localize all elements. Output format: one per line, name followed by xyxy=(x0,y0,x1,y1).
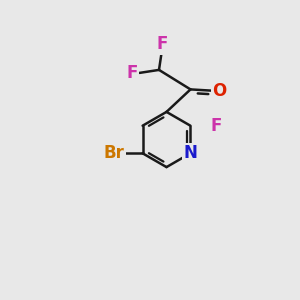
Text: O: O xyxy=(212,82,226,100)
Text: F: F xyxy=(156,35,168,53)
Text: N: N xyxy=(184,144,197,162)
Text: Br: Br xyxy=(104,144,124,162)
Text: F: F xyxy=(210,117,222,135)
Text: F: F xyxy=(126,64,138,82)
